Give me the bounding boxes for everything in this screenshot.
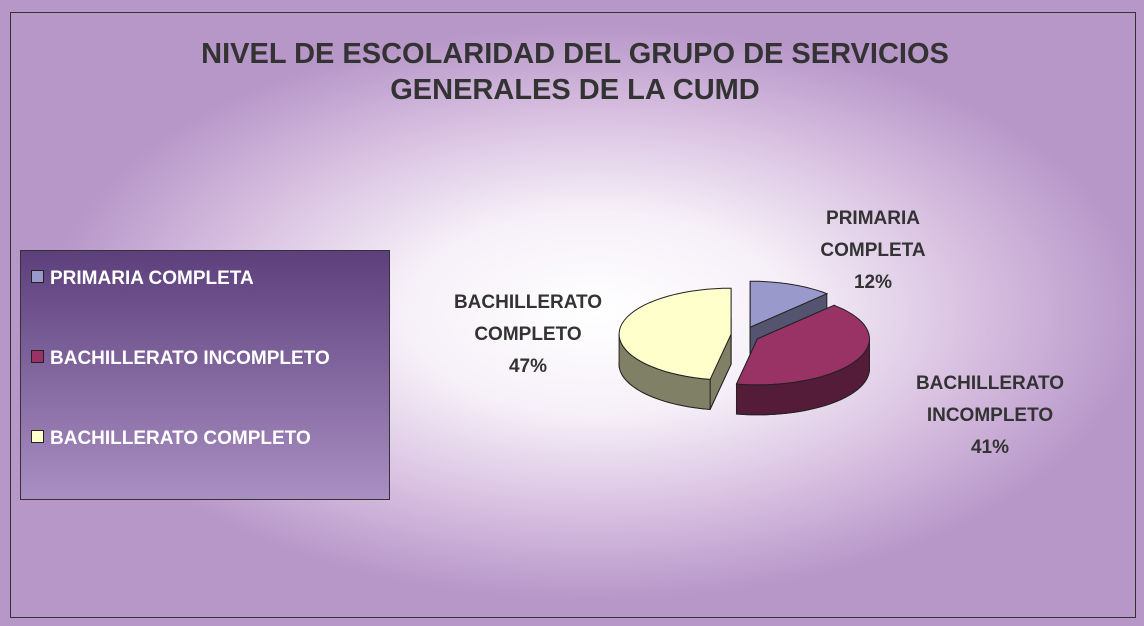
pie-slice: [618, 287, 732, 410]
data-label: BACHILLERATO INCOMPLETO 41%: [890, 368, 1090, 464]
legend-swatch: [31, 430, 44, 443]
data-label-value: 12%: [853, 272, 893, 293]
data-label: BACHILLERATO COMPLETO 47%: [428, 287, 628, 383]
slice-top: [749, 280, 829, 328]
legend-item: PRIMARIA COMPLETA: [31, 264, 386, 294]
data-label-value: 47%: [508, 356, 548, 377]
legend: PRIMARIA COMPLETA BACHILLERATO INCOMPLETO…: [20, 250, 390, 500]
slice-top: [618, 287, 732, 380]
legend-item: BACHILLERATO INCOMPLETO: [31, 344, 386, 374]
data-label: PRIMARIA COMPLETA 12%: [788, 203, 958, 299]
plot-frame: [10, 12, 1136, 618]
data-label-category: PRIMARIA COMPLETA: [820, 208, 926, 261]
legend-swatch: [31, 350, 44, 363]
legend-item: BACHILLERATO COMPLETO: [31, 424, 386, 454]
data-label-value: 41%: [970, 437, 1010, 458]
chart-title: NIVEL DE ESCOLARIDAD DEL GRUPO DE SERVIC…: [201, 38, 949, 106]
slice-top: [735, 304, 871, 386]
data-label-category: BACHILLERATO COMPLETO: [453, 292, 603, 345]
data-label-category: BACHILLERATO INCOMPLETO: [915, 373, 1065, 426]
legend-label: PRIMARIA COMPLETA: [50, 268, 254, 289]
pie-slice: [735, 304, 871, 416]
legend-label: BACHILLERATO INCOMPLETO: [50, 348, 330, 369]
legend-label: BACHILLERATO COMPLETO: [50, 428, 311, 449]
legend-swatch: [31, 270, 44, 283]
